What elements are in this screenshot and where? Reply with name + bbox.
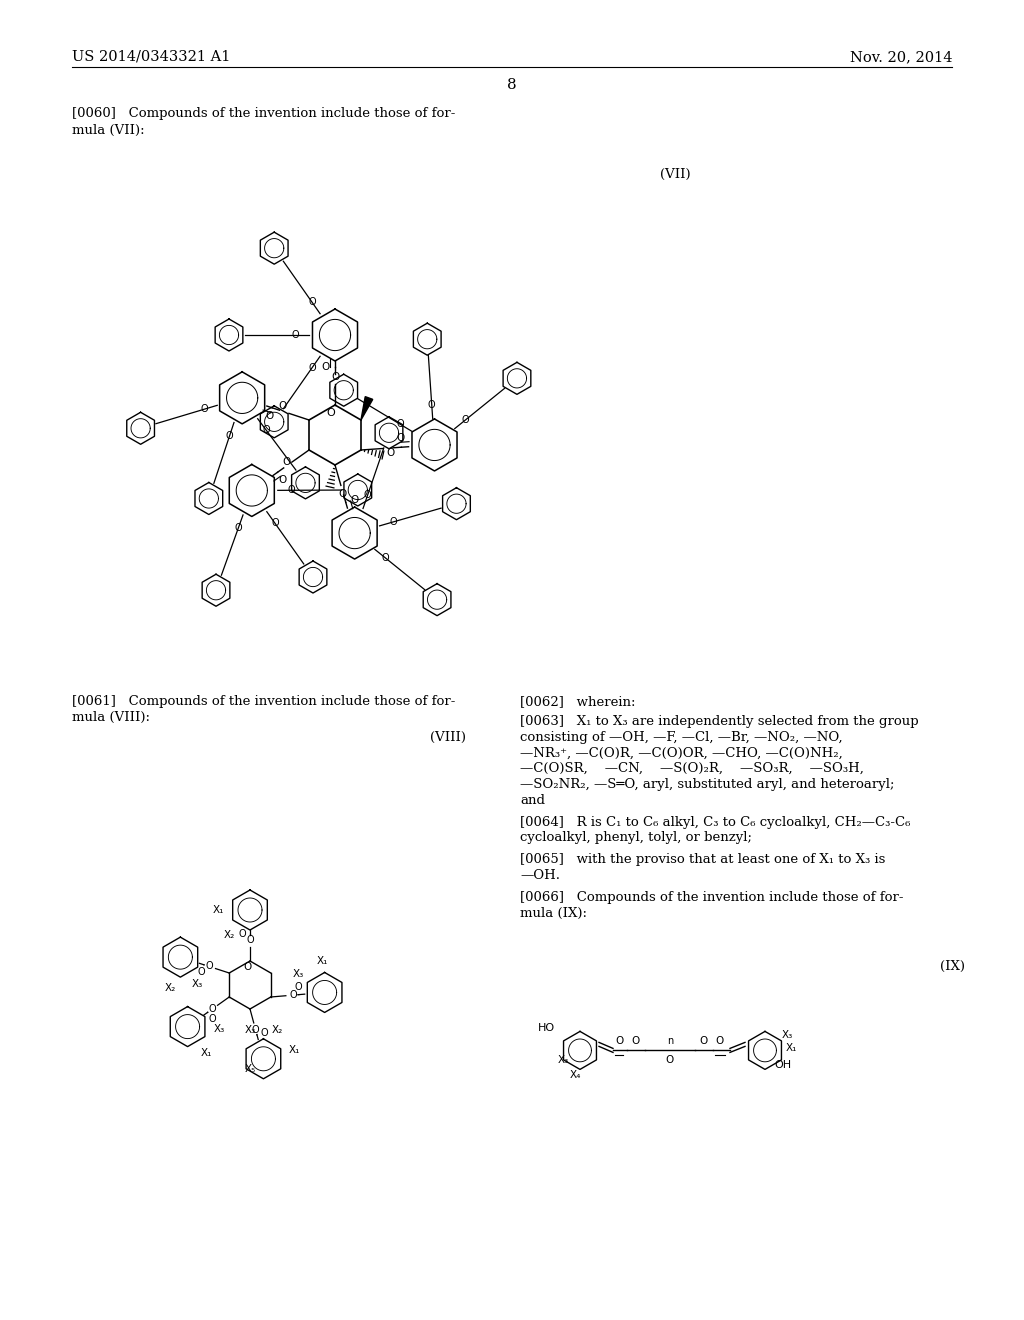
Text: [0064]   R is C₁ to C₆ alkyl, C₃ to C₆ cycloalkyl, CH₂—C₃-C₆: [0064] R is C₁ to C₆ alkyl, C₃ to C₆ cyc… [520, 816, 910, 829]
Text: X₅: X₅ [245, 1064, 256, 1074]
Text: O: O [289, 990, 297, 1001]
Text: OH: OH [774, 1060, 792, 1071]
Text: O: O [205, 961, 213, 972]
Text: X₃: X₃ [214, 1024, 225, 1034]
Text: O: O [462, 414, 469, 425]
Text: —NR₃⁺, —C(O)R, —C(O)OR, —CHO, —C(O)NH₂,: —NR₃⁺, —C(O)R, —C(O)OR, —CHO, —C(O)NH₂, [520, 746, 843, 759]
Text: and: and [520, 793, 545, 807]
Text: O: O [252, 1024, 259, 1035]
Text: O: O [282, 457, 290, 467]
Text: O: O [386, 447, 394, 458]
Polygon shape [361, 396, 373, 420]
Text: O: O [200, 404, 208, 414]
Text: [0065]   with the proviso that at least one of X₁ to X₃ is: [0065] with the proviso that at least on… [520, 853, 886, 866]
Text: HO: HO [538, 1023, 555, 1034]
Text: [0061]   Compounds of the invention include those of for-: [0061] Compounds of the invention includ… [72, 696, 456, 708]
Text: O: O [389, 517, 397, 527]
Text: X₁: X₁ [212, 906, 223, 915]
Text: O: O [279, 401, 287, 412]
Text: X₃: X₃ [781, 1031, 793, 1040]
Text: 8: 8 [507, 78, 517, 92]
Text: [0066]   Compounds of the invention include those of for-: [0066] Compounds of the invention includ… [520, 891, 903, 904]
Text: [0060]   Compounds of the invention include those of for-
mula (VII):: [0060] Compounds of the invention includ… [72, 107, 456, 137]
Text: —SO₂NR₂, —S═O, aryl, substituted aryl, and heteroaryl;: —SO₂NR₂, —S═O, aryl, substituted aryl, a… [520, 777, 895, 791]
Text: O: O [239, 929, 246, 940]
Text: O: O [382, 553, 389, 564]
Text: X₁: X₁ [785, 1043, 797, 1053]
Text: mula (VIII):: mula (VIII): [72, 710, 150, 723]
Text: O: O [396, 433, 404, 444]
Text: O: O [225, 430, 233, 441]
Text: O: O [279, 475, 287, 484]
Text: O: O [246, 935, 254, 945]
Text: O: O [339, 488, 347, 499]
Text: O: O [428, 400, 435, 411]
Text: consisting of —OH, —F, —Cl, —Br, —NO₂, —NO,: consisting of —OH, —F, —Cl, —Br, —NO₂, —… [520, 730, 843, 743]
Text: Nov. 20, 2014: Nov. 20, 2014 [850, 50, 952, 63]
Text: O: O [322, 362, 330, 371]
Text: X₁: X₁ [289, 1045, 300, 1056]
Text: X₄: X₄ [569, 1071, 581, 1080]
Text: X₃: X₃ [245, 1024, 255, 1035]
Text: O: O [291, 330, 299, 341]
Text: O: O [716, 1036, 724, 1047]
Text: X₃: X₃ [557, 1056, 568, 1065]
Text: (VIII): (VIII) [430, 730, 466, 743]
Text: O: O [209, 1014, 216, 1024]
Text: O: O [294, 982, 302, 991]
Text: X₃: X₃ [191, 979, 203, 989]
Text: X₂: X₂ [224, 929, 236, 940]
Text: (IX): (IX) [940, 961, 965, 973]
Text: O: O [288, 486, 296, 495]
Text: O: O [327, 408, 336, 417]
Text: X₁: X₁ [201, 1048, 212, 1057]
Text: [0062]   wherein:: [0062] wherein: [520, 696, 636, 708]
Text: n: n [667, 1036, 673, 1047]
Text: [0063]   X₁ to X₃ are independently selected from the group: [0063] X₁ to X₃ are independently select… [520, 715, 919, 727]
Text: O: O [364, 490, 372, 500]
Text: X₂: X₂ [165, 982, 176, 993]
Text: O: O [666, 1056, 674, 1065]
Text: US 2014/0343321 A1: US 2014/0343321 A1 [72, 50, 230, 63]
Text: O: O [234, 523, 242, 533]
Text: (VII): (VII) [660, 168, 690, 181]
Text: —OH.: —OH. [520, 869, 560, 882]
Text: O: O [271, 519, 279, 528]
Text: O: O [265, 412, 273, 421]
Text: O: O [261, 1028, 268, 1038]
Text: O: O [244, 962, 252, 972]
Text: —C(O)SR,    —CN,    —S(O)₂R,    —SO₃R,    —SO₃H,: —C(O)SR, —CN, —S(O)₂R, —SO₃R, —SO₃H, [520, 762, 864, 775]
Text: O: O [396, 420, 404, 429]
Text: O: O [615, 1036, 624, 1047]
Text: X₁: X₁ [316, 956, 328, 965]
Text: O: O [331, 372, 339, 381]
Text: O: O [631, 1036, 639, 1047]
Text: O: O [262, 425, 270, 434]
Text: O: O [699, 1036, 709, 1047]
Text: X₂: X₂ [271, 1024, 283, 1035]
Text: cycloalkyl, phenyl, tolyl, or benzyl;: cycloalkyl, phenyl, tolyl, or benzyl; [520, 832, 752, 845]
Text: O: O [308, 297, 315, 308]
Text: X₃: X₃ [293, 969, 304, 979]
Text: O: O [308, 363, 315, 372]
Text: mula (IX):: mula (IX): [520, 907, 587, 920]
Text: O: O [208, 1005, 216, 1014]
Text: O: O [350, 495, 358, 506]
Text: O: O [198, 968, 205, 977]
